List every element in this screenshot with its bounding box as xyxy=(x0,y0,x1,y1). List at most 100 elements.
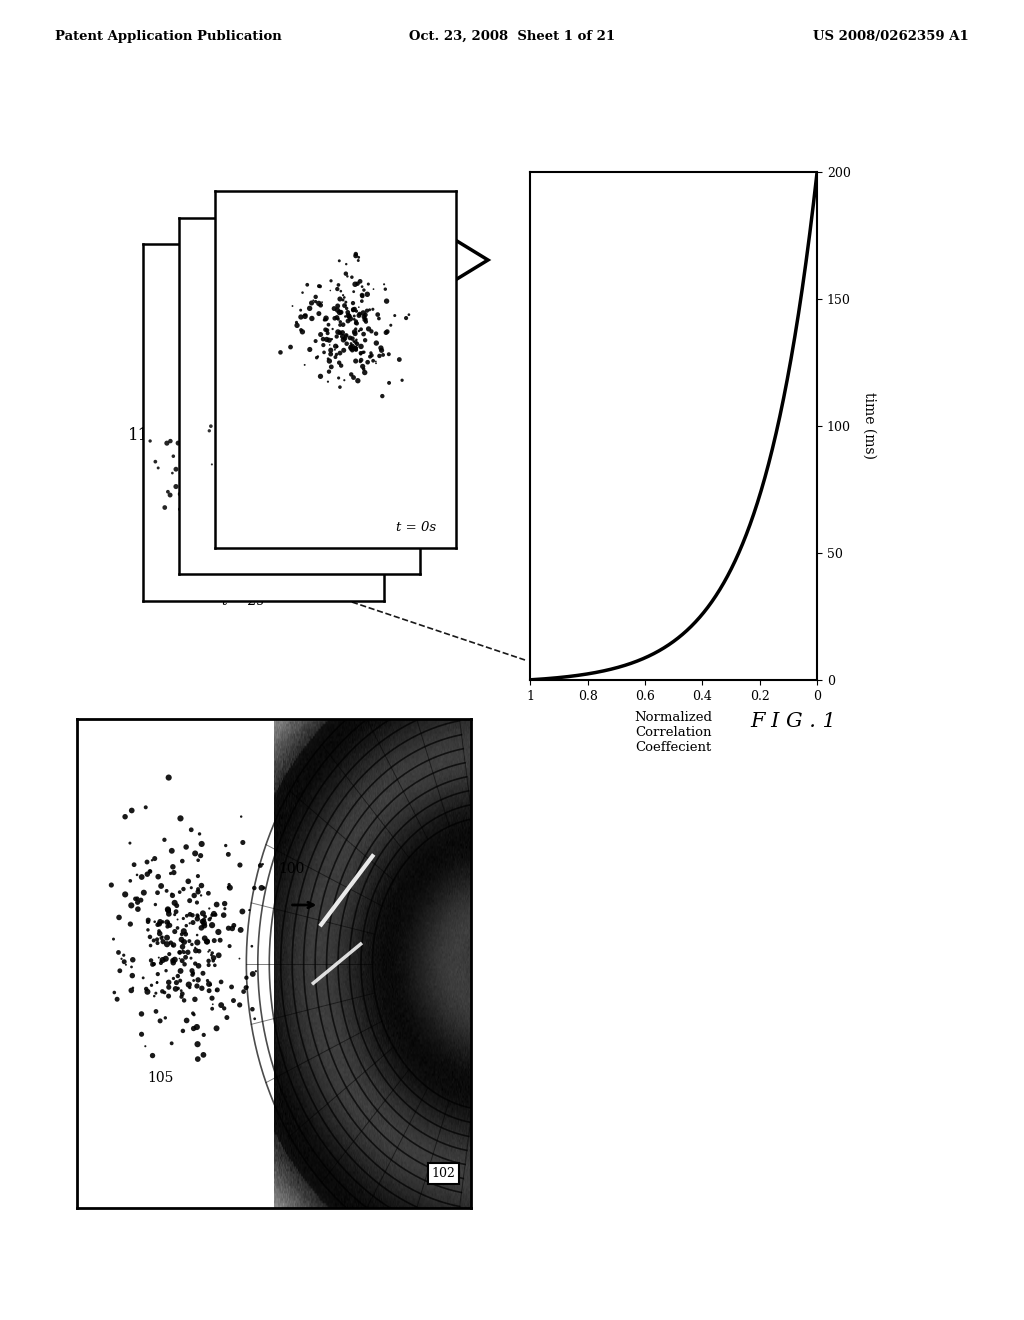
Point xyxy=(201,420,217,441)
Point xyxy=(220,843,237,865)
Point xyxy=(239,392,255,413)
Point xyxy=(230,420,247,441)
Point xyxy=(248,498,264,519)
Point xyxy=(172,483,188,504)
Point xyxy=(184,498,201,519)
Point xyxy=(379,290,395,312)
Point xyxy=(195,506,211,527)
Point xyxy=(208,1018,224,1039)
Point xyxy=(141,861,158,882)
Point xyxy=(198,451,214,473)
Point xyxy=(242,899,258,920)
Point xyxy=(206,400,222,421)
Point xyxy=(322,334,338,355)
Point xyxy=(241,380,257,401)
Point xyxy=(236,981,252,1002)
Point xyxy=(194,917,210,939)
Point xyxy=(146,911,163,932)
Point xyxy=(172,970,188,991)
Point xyxy=(125,949,141,970)
Point xyxy=(211,945,227,966)
Point xyxy=(343,333,359,354)
Point xyxy=(194,875,210,896)
Point xyxy=(357,312,374,333)
Point xyxy=(249,376,265,397)
Point xyxy=(310,293,327,314)
Point xyxy=(321,314,337,335)
Point xyxy=(188,500,205,521)
Point xyxy=(262,362,279,383)
Point xyxy=(228,459,245,480)
Point xyxy=(242,437,258,458)
Point xyxy=(169,895,185,916)
Point xyxy=(184,904,201,925)
Point xyxy=(197,915,213,936)
Point xyxy=(357,304,374,325)
Point xyxy=(381,372,397,393)
Point xyxy=(247,414,263,436)
Point xyxy=(368,352,384,374)
Point xyxy=(186,508,203,529)
Point xyxy=(216,894,232,915)
Point xyxy=(307,330,324,351)
Point xyxy=(312,294,329,315)
Point xyxy=(323,271,339,292)
Point xyxy=(197,469,213,490)
Point xyxy=(266,422,283,444)
Point xyxy=(133,890,150,911)
Point xyxy=(352,351,369,372)
Point xyxy=(225,416,242,437)
Point xyxy=(351,304,368,325)
Point xyxy=(202,909,218,931)
Point xyxy=(195,446,211,467)
Point xyxy=(221,874,238,895)
Point xyxy=(196,1024,212,1045)
Point xyxy=(329,326,345,347)
Point xyxy=(331,275,347,296)
Point xyxy=(193,477,209,498)
Point xyxy=(151,920,167,941)
Point xyxy=(163,932,179,953)
Point xyxy=(172,942,188,964)
Point xyxy=(264,429,281,450)
Point xyxy=(174,395,190,416)
Point xyxy=(379,321,395,342)
Point xyxy=(196,459,212,480)
Point xyxy=(175,908,191,929)
Point xyxy=(228,483,245,504)
Point xyxy=(183,933,200,954)
Point xyxy=(247,418,263,440)
Point xyxy=(261,411,278,432)
Point xyxy=(213,466,229,487)
Point xyxy=(179,486,196,507)
Point xyxy=(220,917,237,939)
Point xyxy=(230,454,247,475)
Point xyxy=(321,362,337,383)
Point xyxy=(319,348,336,370)
Point xyxy=(200,941,216,962)
Point xyxy=(356,362,373,383)
Point xyxy=(259,434,275,455)
Point xyxy=(117,884,133,906)
Point xyxy=(245,447,261,469)
Point xyxy=(209,461,225,482)
Point xyxy=(210,466,226,487)
Point xyxy=(184,471,201,492)
Point xyxy=(185,962,202,983)
Point xyxy=(297,354,313,375)
Point xyxy=(354,285,371,306)
Point xyxy=(327,308,343,329)
Point xyxy=(169,917,185,939)
Point xyxy=(178,906,195,927)
Point xyxy=(181,912,198,933)
Point xyxy=(377,279,393,300)
Point xyxy=(172,808,188,829)
Point xyxy=(347,338,364,359)
Point xyxy=(140,909,157,931)
Point xyxy=(193,884,209,906)
Point xyxy=(184,450,201,471)
Point xyxy=(147,894,164,915)
Point xyxy=(317,308,334,329)
Point xyxy=(244,360,260,381)
Point xyxy=(234,475,251,496)
